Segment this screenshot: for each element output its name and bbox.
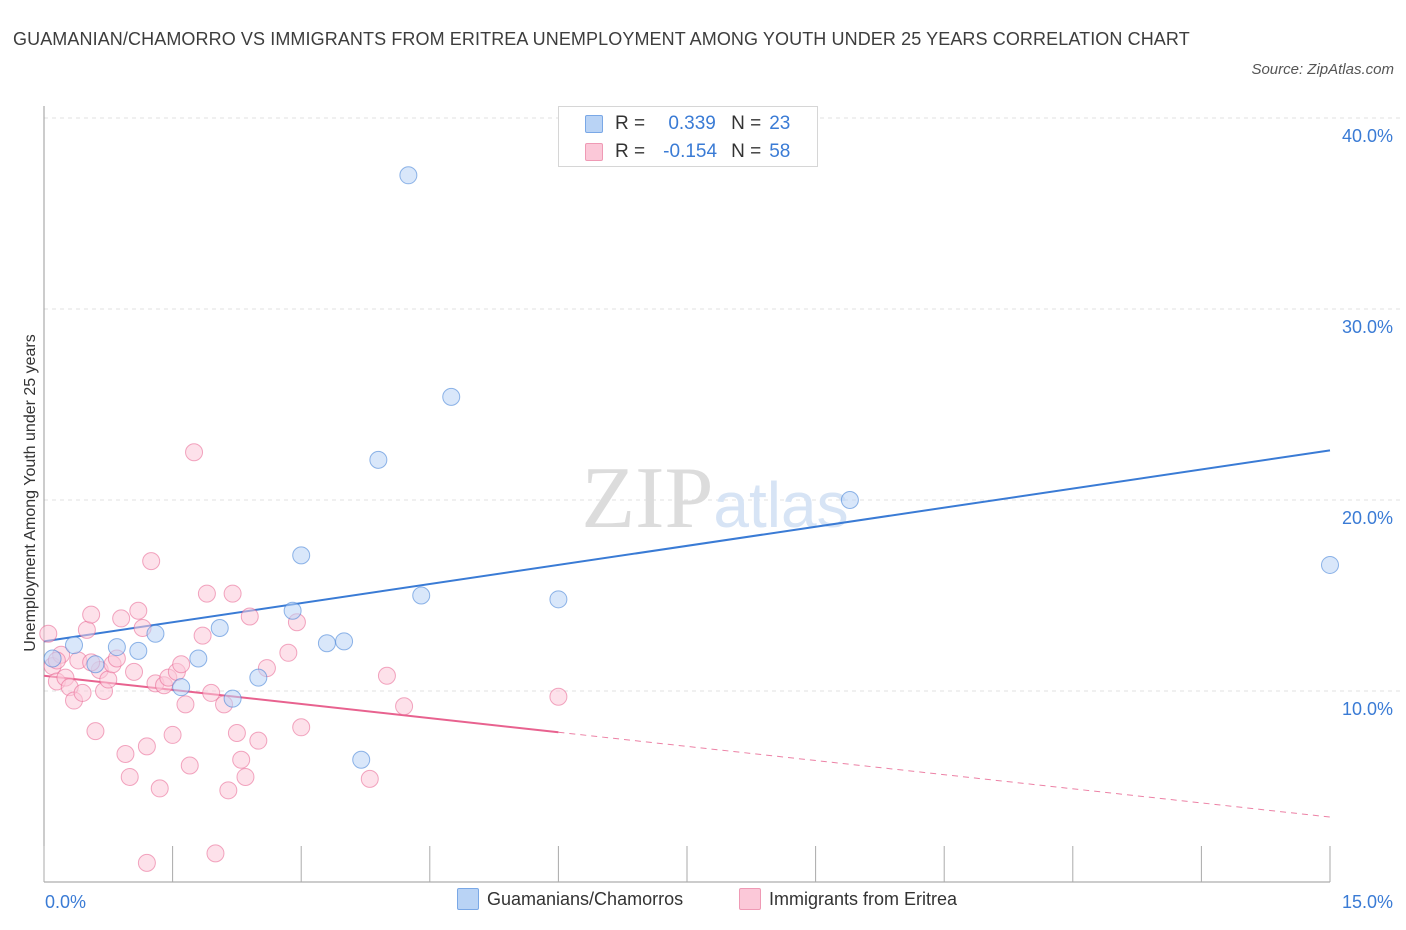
data-point-eritrea bbox=[193, 626, 212, 645]
legend-n-label: N = bbox=[731, 113, 762, 134]
data-point-eritrea bbox=[232, 750, 251, 769]
data-point-eritrea bbox=[77, 620, 96, 639]
points-blue bbox=[43, 166, 1339, 769]
legend-swatch-pink bbox=[585, 143, 603, 161]
legend-label-guamanians: Guamanians/Chamorros bbox=[487, 888, 684, 909]
legend-n-label: N = bbox=[731, 141, 762, 162]
data-point-eritrea bbox=[116, 745, 135, 764]
data-point-guamanian bbox=[210, 618, 229, 637]
legend-item-guamanians: Guamanians/Chamorros bbox=[457, 888, 683, 910]
data-point-guamanian bbox=[107, 638, 126, 657]
data-point-eritrea bbox=[292, 718, 311, 737]
x-tick-label-max: 15.0% bbox=[1342, 892, 1393, 912]
data-point-eritrea bbox=[137, 737, 156, 756]
chart-title: GUAMANIAN/CHAMORRO VS IMMIGRANTS FROM ER… bbox=[13, 29, 1190, 49]
data-point-guamanian bbox=[317, 634, 336, 653]
data-point-guamanian bbox=[1321, 555, 1339, 574]
legend-n-value: 58 bbox=[769, 141, 791, 162]
data-point-eritrea bbox=[279, 643, 298, 662]
data-point-guamanian bbox=[86, 655, 105, 674]
data-point-eritrea bbox=[150, 779, 169, 798]
points-pink bbox=[39, 443, 568, 872]
trend-line-dashed-1 bbox=[558, 731, 1331, 818]
data-point-guamanian bbox=[283, 601, 302, 620]
legend-r-label: R = bbox=[615, 113, 646, 134]
trend-lines bbox=[43, 449, 1331, 818]
data-point-guamanian bbox=[549, 590, 568, 609]
data-point-eritrea bbox=[249, 731, 268, 750]
data-point-eritrea bbox=[223, 584, 242, 603]
data-point-guamanian bbox=[369, 450, 388, 469]
data-point-eritrea bbox=[163, 725, 182, 744]
data-point-eritrea bbox=[73, 683, 92, 702]
data-point-eritrea bbox=[99, 670, 118, 689]
data-point-guamanian bbox=[249, 668, 268, 687]
x-tick-labels: 0.0% 15.0% bbox=[45, 892, 1393, 912]
legend-item-eritrea: Immigrants from Eritrea bbox=[739, 888, 957, 910]
data-point-eritrea bbox=[360, 769, 379, 788]
data-point-guamanian bbox=[129, 641, 148, 660]
data-point-eritrea bbox=[240, 607, 259, 626]
axes bbox=[43, 106, 1331, 883]
data-point-guamanian bbox=[223, 689, 242, 708]
data-point-eritrea bbox=[202, 683, 221, 702]
source-label: Source: ZipAtlas.com bbox=[1251, 61, 1394, 78]
data-point-eritrea bbox=[227, 724, 246, 743]
trend-line-solid-1 bbox=[43, 674, 559, 734]
data-point-guamanian bbox=[65, 636, 84, 655]
legend-swatch-blue bbox=[457, 888, 479, 910]
data-point-eritrea bbox=[112, 609, 131, 628]
data-point-eritrea bbox=[172, 655, 191, 674]
data-point-eritrea bbox=[206, 844, 225, 863]
data-point-guamanian bbox=[352, 750, 371, 769]
data-point-eritrea bbox=[185, 443, 204, 462]
legend-swatch-blue bbox=[585, 115, 603, 133]
data-point-guamanian bbox=[335, 632, 354, 651]
data-point-guamanian bbox=[292, 546, 311, 565]
legend-r-label: R = bbox=[615, 141, 646, 162]
data-point-eritrea bbox=[82, 605, 101, 624]
data-point-eritrea bbox=[180, 756, 199, 775]
x-tick-label-min: 0.0% bbox=[45, 892, 86, 912]
data-point-guamanian bbox=[442, 387, 461, 406]
watermark: ZIPatlas bbox=[581, 450, 848, 547]
legend-r-value: 0.339 bbox=[668, 113, 716, 134]
grid-lines bbox=[44, 117, 1400, 692]
legend-row-pink: R = -0.154 N = 58 bbox=[585, 138, 790, 166]
data-point-eritrea bbox=[39, 624, 58, 643]
data-point-guamanian bbox=[43, 649, 62, 668]
data-point-guamanian bbox=[172, 678, 191, 697]
y-tick-labels: 10.0% 20.0% 30.0% 40.0% bbox=[1342, 126, 1393, 719]
y-tick-label: 30.0% bbox=[1342, 317, 1393, 337]
trend-line-0 bbox=[43, 449, 1331, 643]
data-point-eritrea bbox=[142, 552, 161, 571]
data-point-eritrea bbox=[549, 687, 568, 706]
stats-legend: R = 0.339 N = 23 R = -0.154 N = 58 bbox=[558, 106, 818, 167]
y-tick-label: 10.0% bbox=[1342, 699, 1393, 719]
data-point-eritrea bbox=[197, 584, 216, 603]
data-point-eritrea bbox=[377, 666, 396, 685]
legend-row-blue: R = 0.339 N = 23 bbox=[585, 110, 790, 138]
y-tick-label: 20.0% bbox=[1342, 508, 1393, 528]
data-point-eritrea bbox=[137, 853, 156, 872]
data-point-eritrea bbox=[120, 767, 139, 786]
data-point-eritrea bbox=[219, 781, 238, 800]
data-point-guamanian bbox=[412, 586, 431, 605]
data-point-guamanian bbox=[146, 624, 165, 643]
legend-swatch-pink bbox=[739, 888, 761, 910]
data-point-guamanian bbox=[189, 649, 208, 668]
data-point-eritrea bbox=[86, 722, 105, 741]
y-tick-label: 40.0% bbox=[1342, 126, 1393, 146]
data-point-guamanian bbox=[399, 166, 418, 185]
data-point-eritrea bbox=[395, 697, 414, 716]
legend-label-eritrea: Immigrants from Eritrea bbox=[769, 888, 958, 909]
data-point-eritrea bbox=[129, 601, 148, 620]
data-point-eritrea bbox=[236, 767, 255, 786]
data-point-eritrea bbox=[125, 662, 144, 681]
legend-r-value: -0.154 bbox=[663, 141, 718, 162]
legend-n-value: 23 bbox=[769, 113, 791, 134]
data-point-guamanian bbox=[840, 491, 859, 509]
data-point-eritrea bbox=[176, 695, 195, 714]
